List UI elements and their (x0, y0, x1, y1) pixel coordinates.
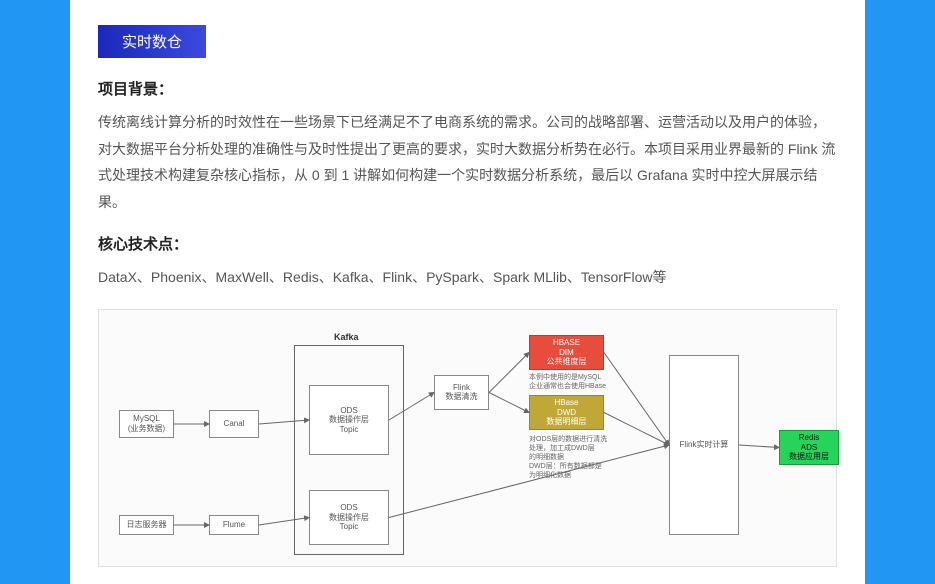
diagram-note-0: 本例中使用的是MySQL企业通常也会使用HBase (529, 373, 606, 391)
kafka-label: Kafka (334, 332, 359, 342)
node-hbase_dwd: HBaseDWD数据明细层 (529, 395, 604, 430)
node-mysql: MySQL(业务数据) (119, 410, 174, 438)
section1-body: 传统离线计算分析的时效性在一些场景下已经满足不了电商系统的需求。公司的战略部署、… (98, 109, 837, 215)
node-redis: RedisADS数据应用层 (779, 430, 839, 465)
node-ods1: ODS数据操作层Topic (309, 385, 389, 455)
node-flume: Flume (209, 515, 259, 535)
section1-heading: 项目背景： (98, 78, 837, 99)
content-card: 实时数仓 项目背景： 传统离线计算分析的时效性在一些场景下已经满足不了电商系统的… (70, 0, 865, 584)
section2-heading: 核心技术点： (98, 233, 837, 254)
node-ods2: ODS数据操作层Topic (309, 490, 389, 545)
node-hbase_dim: HBASEDIM公共维度层 (529, 335, 604, 370)
diagram-note-1: 对ODS层的数据进行清洗处理，加工成DWD层的明细数据DWD层：所有数据都是为明… (529, 435, 607, 480)
node-flink2: Flink实时计算 (669, 355, 739, 535)
architecture-diagram: Kafka MySQL(业务数据) Canal ODS数据操作层Topic 日志服务器 F… (98, 309, 837, 567)
title-bar: 实时数仓 (98, 25, 206, 58)
node-log: 日志服务器 (119, 515, 174, 535)
section2-body: DataX、Phoenix、MaxWell、Redis、Kafka、Flink、… (98, 264, 837, 291)
node-flink1: Flink数据清洗 (434, 375, 489, 410)
node-canal: Canal (209, 410, 259, 438)
